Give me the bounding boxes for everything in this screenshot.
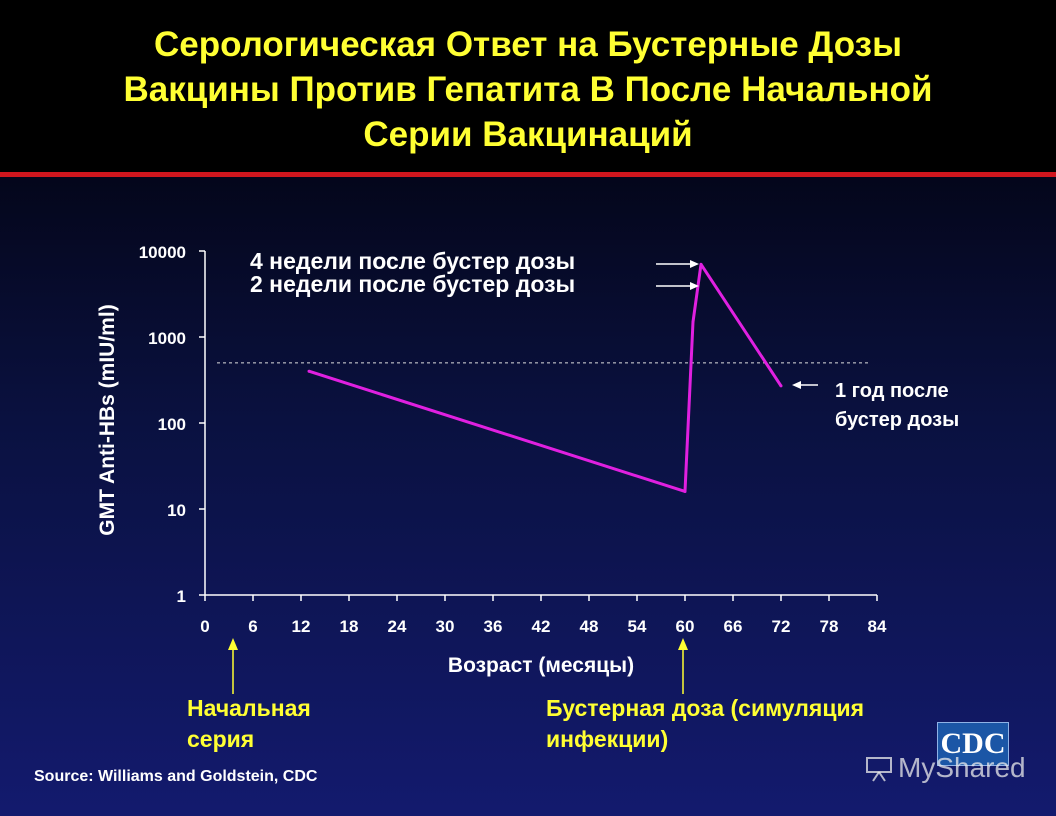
title-divider: [0, 172, 1056, 177]
marker-booster-dose: Бустерная доза (симуляция инфекции): [546, 693, 864, 755]
watermark-text: MyShared: [898, 752, 1026, 783]
marker-booster-line2: инфекции): [546, 726, 669, 752]
y-tick-label: 1000: [148, 329, 186, 348]
data-point: [699, 262, 703, 266]
title-line-2: Вакцины Против Гепатита В После Начально…: [123, 70, 933, 109]
x-tick-label: 48: [580, 617, 599, 636]
data-point: [683, 489, 687, 493]
y-tick-label: 10: [167, 501, 186, 520]
x-tick-label: 60: [676, 617, 695, 636]
annotation-1-year-line1: 1 год после: [835, 380, 949, 402]
x-tick-label: 6: [248, 617, 257, 636]
source-note: Source: Williams and Goldstein, CDC: [34, 768, 318, 785]
x-tick-label: 18: [340, 617, 359, 636]
cdc-logo: CDC: [937, 722, 1009, 766]
arrow-1-year: [792, 381, 818, 389]
marker-initial-series: Начальная серия: [187, 693, 311, 755]
series-group: [307, 262, 783, 493]
data-point: [779, 384, 783, 388]
x-tick-label: 42: [532, 617, 551, 636]
presentation-icon: [866, 757, 892, 782]
y-axis-label: GMT Anti-HBs (mIU/ml): [96, 304, 119, 535]
x-axis-label: Возраст (месяцы): [448, 654, 634, 677]
x-ticks: 0 6 12 18 24 30 36 42 48 54 60 66 72 78 84: [200, 595, 887, 636]
x-tick-label: 78: [820, 617, 839, 636]
axes: [204, 251, 877, 596]
x-tick-label: 54: [628, 617, 647, 636]
y-tick-label: 100: [158, 415, 186, 434]
data-point: [307, 369, 311, 373]
y-ticks: 1 10 100 1000 10000: [139, 243, 205, 606]
x-tick-label: 30: [436, 617, 455, 636]
annotation-2-weeks: 2 недели после бустер дозы: [250, 271, 575, 297]
data-point: [691, 320, 695, 324]
arrow-4-weeks: [656, 260, 699, 268]
marker-initial-line2: серия: [187, 726, 255, 752]
x-tick-label: 24: [388, 617, 407, 636]
marker-booster-line1: Бустерная доза (симуляция: [546, 695, 865, 721]
arrow-2-weeks: [656, 282, 699, 290]
x-tick-label: 66: [724, 617, 743, 636]
x-tick-label: 12: [292, 617, 311, 636]
annotation-1-year-line2: бустер дозы: [835, 409, 959, 431]
x-tick-label: 36: [484, 617, 503, 636]
x-tick-label: 72: [772, 617, 791, 636]
title-line-3: Серии Вакцинаций: [363, 115, 693, 154]
marker-arrow-initial: [228, 638, 238, 694]
series-line: [308, 262, 783, 493]
x-tick-label: 84: [868, 617, 887, 636]
y-tick-label: 10000: [139, 243, 186, 262]
annotation-4-weeks: 4 недели после бустер дозы: [250, 248, 575, 274]
marker-arrow-booster: [678, 638, 688, 694]
title-line-1: Серологическая Ответ на Бустерные Дозы: [154, 25, 902, 64]
marker-initial-line1: Начальная: [187, 695, 311, 721]
title-banner: Серологическая Ответ на Бустерные Дозы В…: [0, 0, 1056, 172]
x-tick-label: 0: [200, 617, 209, 636]
y-tick-label: 1: [177, 587, 186, 606]
